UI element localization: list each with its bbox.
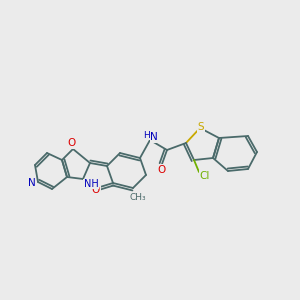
Text: N: N <box>28 178 36 188</box>
Text: NH: NH <box>84 179 98 189</box>
Text: S: S <box>198 122 204 132</box>
Text: O: O <box>67 138 75 148</box>
Text: CH₃: CH₃ <box>130 194 146 202</box>
Text: O: O <box>157 165 165 175</box>
Text: H: H <box>142 130 149 140</box>
Text: Cl: Cl <box>200 171 210 181</box>
Text: O: O <box>92 185 100 195</box>
Text: N: N <box>150 132 158 142</box>
